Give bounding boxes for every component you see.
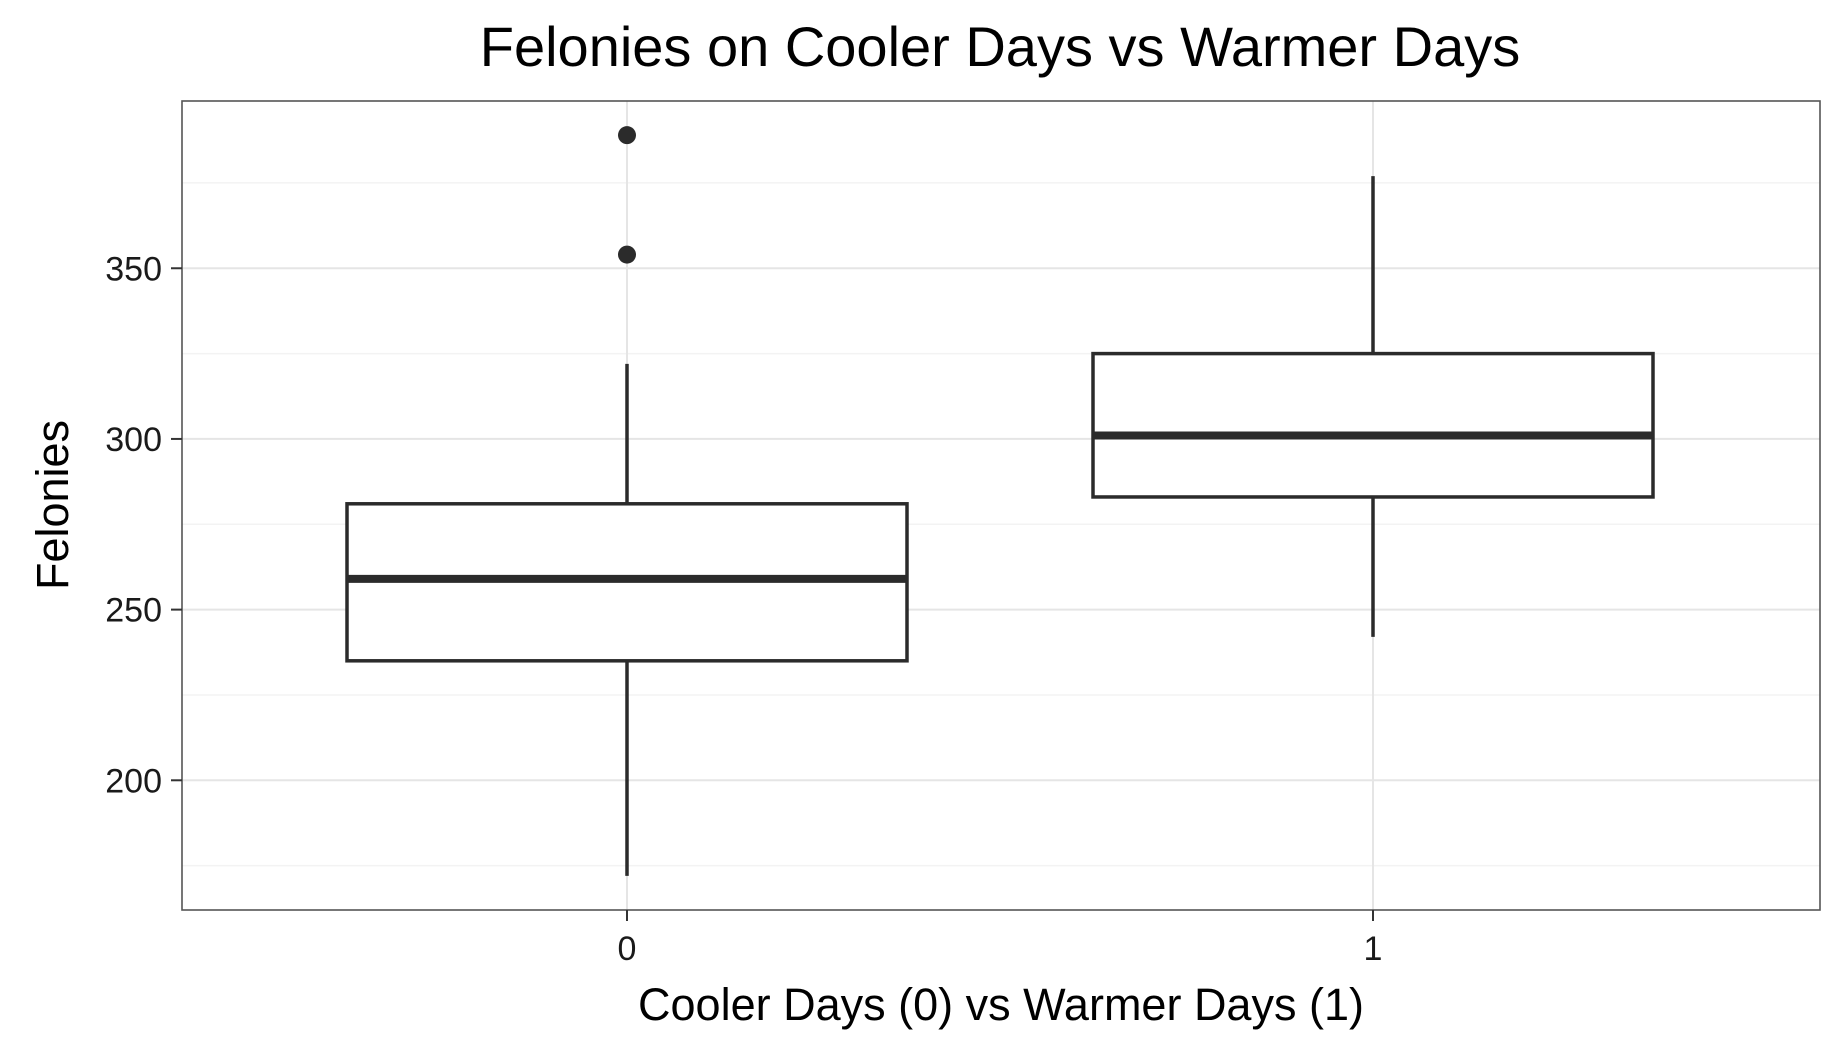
outlier-point bbox=[618, 245, 636, 264]
y-axis-title: Felonies bbox=[27, 420, 78, 590]
y-tick-label: 250 bbox=[105, 592, 162, 630]
box-1 bbox=[1091, 176, 1655, 637]
y-tick-label: 200 bbox=[105, 762, 162, 800]
y-tick-label: 300 bbox=[105, 421, 162, 459]
box-0 bbox=[345, 126, 909, 876]
chart-title: Felonies on Cooler Days vs Warmer Days bbox=[480, 15, 1520, 78]
axes: 200 250 300 350 0 1 bbox=[105, 250, 1382, 968]
x-tick-label: 0 bbox=[618, 930, 637, 968]
box-series bbox=[345, 126, 1655, 876]
plot-panel-border bbox=[181, 100, 1821, 911]
outlier-point bbox=[618, 126, 636, 145]
box-iqr bbox=[1091, 351, 1655, 499]
y-tick-label: 350 bbox=[105, 250, 162, 288]
x-axis-title: Cooler Days (0) vs Warmer Days (1) bbox=[638, 979, 1364, 1030]
x-tick-label: 1 bbox=[1364, 930, 1383, 968]
